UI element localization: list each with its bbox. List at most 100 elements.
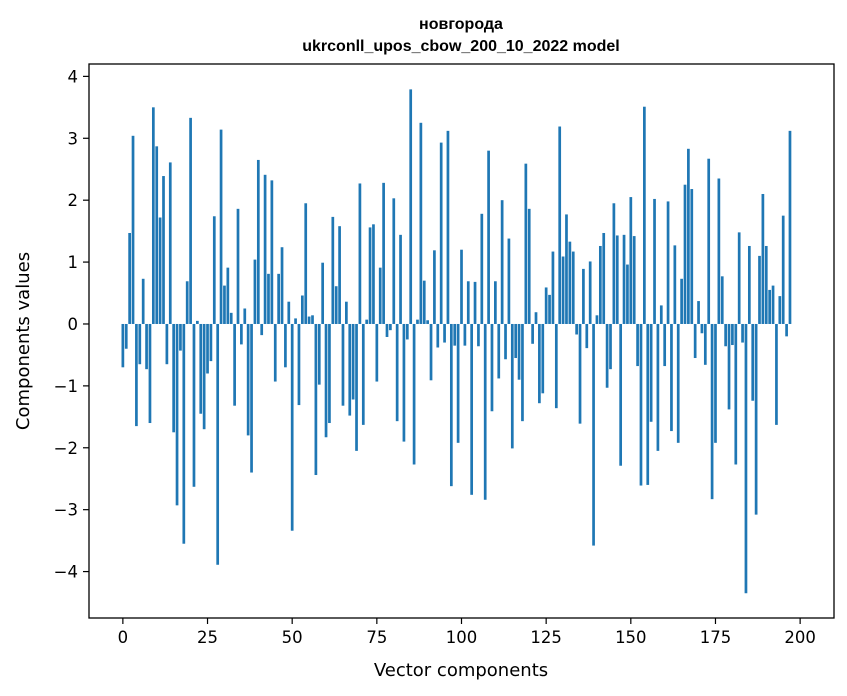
bar bbox=[643, 106, 646, 324]
bar bbox=[497, 323, 501, 379]
bar bbox=[714, 323, 717, 443]
bar bbox=[494, 281, 497, 324]
y-tick-label: 1 bbox=[68, 253, 79, 272]
bar bbox=[737, 232, 741, 324]
bar bbox=[487, 150, 490, 324]
bar bbox=[531, 323, 534, 344]
bar bbox=[287, 301, 291, 324]
bar bbox=[659, 305, 663, 324]
bar bbox=[453, 323, 457, 346]
bar bbox=[199, 323, 203, 414]
bar bbox=[270, 180, 274, 324]
x-tick-label: 75 bbox=[366, 628, 387, 647]
bar bbox=[233, 323, 236, 406]
bar bbox=[731, 323, 734, 346]
bar bbox=[510, 323, 514, 449]
bar bbox=[162, 176, 165, 324]
bar bbox=[754, 323, 758, 515]
bar bbox=[351, 323, 355, 400]
bar bbox=[182, 323, 186, 544]
bar bbox=[348, 323, 352, 416]
y-tick-label: 3 bbox=[68, 129, 79, 148]
bar bbox=[284, 323, 287, 368]
bar bbox=[124, 323, 128, 349]
bar bbox=[582, 268, 585, 324]
bar bbox=[632, 236, 636, 324]
y-tick-label: −1 bbox=[54, 377, 78, 396]
bar bbox=[524, 163, 528, 324]
bar bbox=[680, 278, 683, 324]
bar bbox=[260, 323, 264, 336]
bar bbox=[392, 198, 396, 324]
bar bbox=[683, 184, 687, 324]
bar bbox=[460, 249, 463, 324]
bar bbox=[463, 323, 467, 346]
bar bbox=[527, 208, 531, 324]
bar bbox=[426, 320, 429, 324]
bar bbox=[372, 224, 375, 324]
bar bbox=[321, 262, 325, 324]
bar bbox=[338, 226, 341, 324]
bar bbox=[490, 323, 494, 412]
bar bbox=[744, 323, 748, 594]
bar bbox=[619, 323, 623, 466]
bar bbox=[446, 130, 450, 324]
bar bbox=[375, 323, 379, 382]
bar bbox=[670, 323, 673, 432]
bar bbox=[521, 323, 524, 422]
bar bbox=[168, 162, 172, 324]
bar bbox=[311, 315, 314, 324]
bar bbox=[605, 323, 609, 388]
bar bbox=[575, 323, 578, 335]
bar bbox=[314, 323, 318, 476]
x-axis-label: Vector components bbox=[374, 660, 548, 681]
x-tick-label: 50 bbox=[282, 628, 303, 647]
x-tick-label: 125 bbox=[530, 628, 562, 647]
bar bbox=[693, 323, 697, 359]
bar bbox=[443, 323, 446, 343]
bar bbox=[673, 245, 677, 324]
bar bbox=[324, 323, 328, 438]
bar bbox=[602, 232, 606, 324]
bar bbox=[365, 319, 369, 324]
bar bbox=[571, 251, 575, 324]
bar bbox=[646, 323, 650, 485]
bar bbox=[747, 245, 751, 324]
bar bbox=[145, 323, 148, 370]
bar bbox=[131, 135, 135, 324]
bar bbox=[389, 323, 392, 331]
y-tick-label: 0 bbox=[68, 315, 79, 334]
bar bbox=[412, 323, 416, 465]
bar bbox=[615, 235, 619, 324]
bar bbox=[551, 251, 555, 324]
bar bbox=[212, 216, 216, 324]
bar bbox=[277, 273, 280, 324]
bar bbox=[179, 323, 182, 351]
bar bbox=[209, 323, 213, 362]
bar bbox=[345, 301, 348, 324]
y-tick-label: 4 bbox=[68, 67, 79, 86]
bar bbox=[419, 122, 423, 324]
bar bbox=[189, 117, 192, 324]
bar bbox=[185, 281, 189, 324]
bar bbox=[290, 323, 294, 531]
bar bbox=[175, 323, 179, 506]
bar bbox=[395, 323, 399, 422]
bar bbox=[636, 323, 639, 367]
bar bbox=[121, 323, 125, 368]
bar bbox=[764, 245, 768, 324]
y-tick-label: −2 bbox=[54, 439, 78, 458]
chart-title: новгорода bbox=[419, 16, 503, 33]
bar bbox=[151, 107, 155, 324]
bar bbox=[263, 174, 267, 324]
y-tick-label: −4 bbox=[54, 563, 78, 582]
bar bbox=[141, 278, 145, 324]
y-axis-ticks: −4 −3 −2 −1 0 1 2 3 4 bbox=[54, 67, 89, 582]
bar bbox=[500, 200, 504, 324]
bar bbox=[341, 323, 345, 406]
bar bbox=[483, 323, 487, 500]
bar bbox=[240, 323, 243, 345]
bar bbox=[273, 323, 277, 382]
bar bbox=[588, 261, 592, 324]
